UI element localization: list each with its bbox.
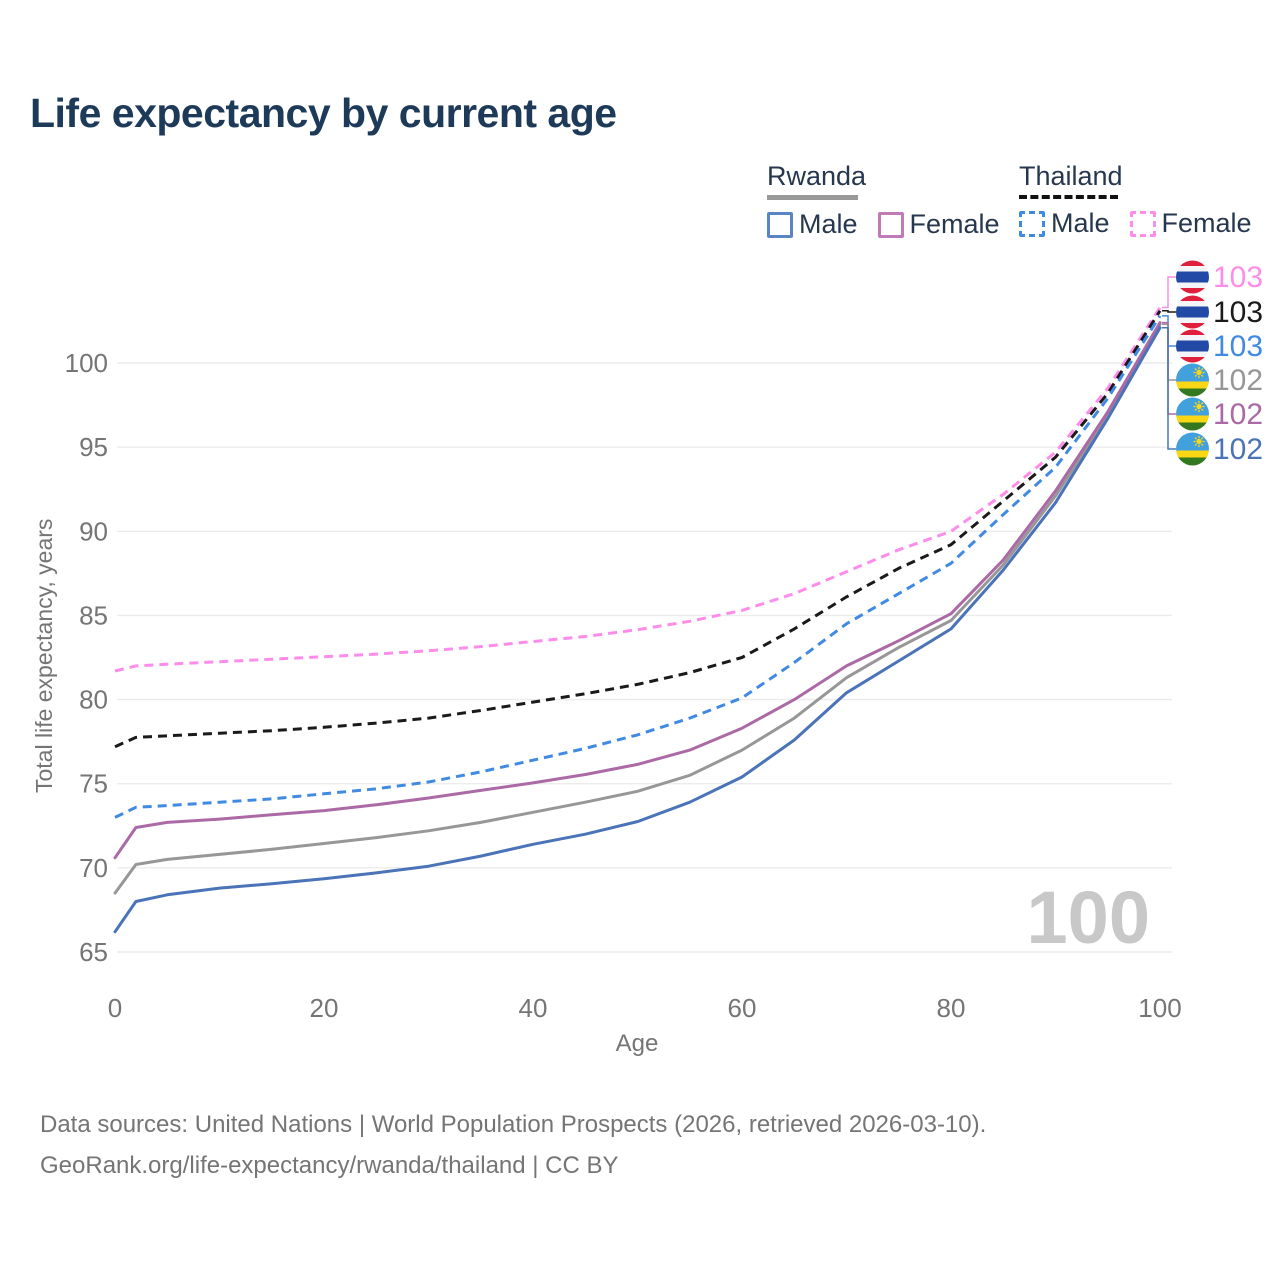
leader-line [1162, 276, 1176, 309]
series-line-rwanda [113, 322, 1162, 895]
legend-item-label: Male [1051, 208, 1110, 238]
end-value-label: 102 [1213, 364, 1263, 397]
flag-icon-thailand [1176, 261, 1209, 294]
thailand-male-swatch-icon [1019, 210, 1045, 237]
y-tick-label: 90 [79, 516, 108, 546]
data-sources-line: Data sources: United Nations | World Pop… [40, 1111, 987, 1138]
y-tick-label: 95 [79, 432, 108, 462]
y-tick-label: 65 [79, 937, 108, 967]
leader-line [1162, 321, 1176, 415]
flag-icon-rwanda [1176, 433, 1209, 466]
legend-country-label: Rwanda [767, 161, 867, 191]
leader-line [1162, 323, 1176, 381]
page-title: Life expectancy by current age [30, 90, 617, 136]
rwanda-solid-line-swatch [767, 195, 858, 200]
x-tick-label: 60 [728, 993, 757, 1023]
x-tick-label: 0 [108, 993, 122, 1023]
flag-icon-rwanda [1176, 398, 1209, 431]
series-line-rwanda-male [113, 326, 1162, 934]
gridlines: 65 70 75 80 85 90 95 100 0 20 40 60 80 100 [65, 348, 1182, 1023]
legend-item-rwanda-male[interactable]: Male [767, 209, 858, 240]
end-value-label: 102 [1213, 433, 1263, 466]
x-axis-title: Age [616, 1030, 659, 1057]
legend-item-thailand-male[interactable]: Male [1019, 208, 1110, 239]
y-axis-title: Total life expectancy, years [31, 519, 57, 793]
y-tick-label: 80 [79, 685, 108, 715]
flag-icon-thailand [1176, 330, 1209, 363]
leader-line [1162, 315, 1176, 347]
series-line-thailand [114, 309, 1162, 749]
rwanda-male-swatch-icon [767, 211, 793, 238]
y-tick-label: 85 [79, 600, 108, 630]
attribution-line: GeoRank.org/life-expectancy/rwanda/thail… [40, 1152, 619, 1179]
footer: Data sources: United Nations | World Pop… [40, 1104, 986, 1186]
x-tick-label: 20 [310, 993, 339, 1023]
x-tick-label: 40 [519, 993, 548, 1023]
end-value-label: 102 [1213, 398, 1263, 431]
legend-item-label: Female [1161, 208, 1252, 238]
end-value-label: 103 [1213, 330, 1263, 363]
series-lines [113, 306, 1162, 934]
flag-icon-thailand [1176, 296, 1209, 329]
end-value-label: 103 [1213, 296, 1263, 329]
age-counter: 100 [1027, 876, 1150, 959]
y-tick-label: 70 [79, 853, 108, 883]
thailand-dashed-line-swatch [1019, 195, 1118, 199]
legend-country-label: Thailand [1019, 161, 1123, 191]
flag-icon-rwanda [1176, 364, 1209, 397]
leader-line [1162, 310, 1176, 313]
x-tick-label: 100 [1138, 993, 1181, 1023]
x-tick-label: 80 [937, 993, 966, 1023]
end-value-label: 103 [1213, 261, 1263, 294]
legend-item-thailand-female[interactable]: Female [1129, 208, 1252, 239]
series-line-thailand-female [114, 306, 1162, 673]
thailand-female-swatch-icon [1129, 210, 1156, 237]
y-tick-label: 75 [79, 769, 108, 799]
series-line-rwanda-female [113, 321, 1162, 860]
legend-group-thailand: Thailand Male Female [1019, 161, 1252, 239]
y-tick-label: 100 [65, 348, 108, 378]
legend-item-label: Male [799, 209, 858, 239]
rwanda-female-swatch-icon [877, 211, 904, 238]
legend-item-rwanda-female[interactable]: Female [877, 209, 1000, 240]
leader-line [1162, 326, 1176, 450]
legend-group-rwanda: Rwanda Male Female [767, 161, 1000, 240]
legend-item-label: Female [909, 209, 1000, 239]
